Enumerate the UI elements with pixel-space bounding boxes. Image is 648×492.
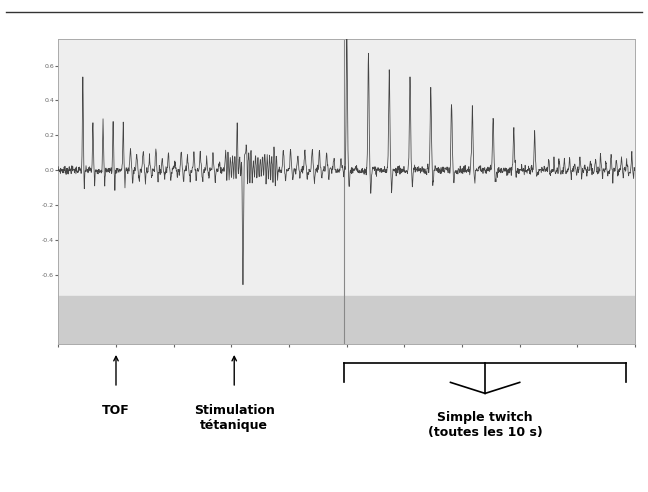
Bar (58, 296, 635, 344)
Text: TOF: TOF (102, 404, 130, 417)
Text: Stimulation
tétanique: Stimulation tétanique (194, 404, 275, 432)
Text: Simple twitch
(toutes les 10 s): Simple twitch (toutes les 10 s) (428, 411, 542, 439)
